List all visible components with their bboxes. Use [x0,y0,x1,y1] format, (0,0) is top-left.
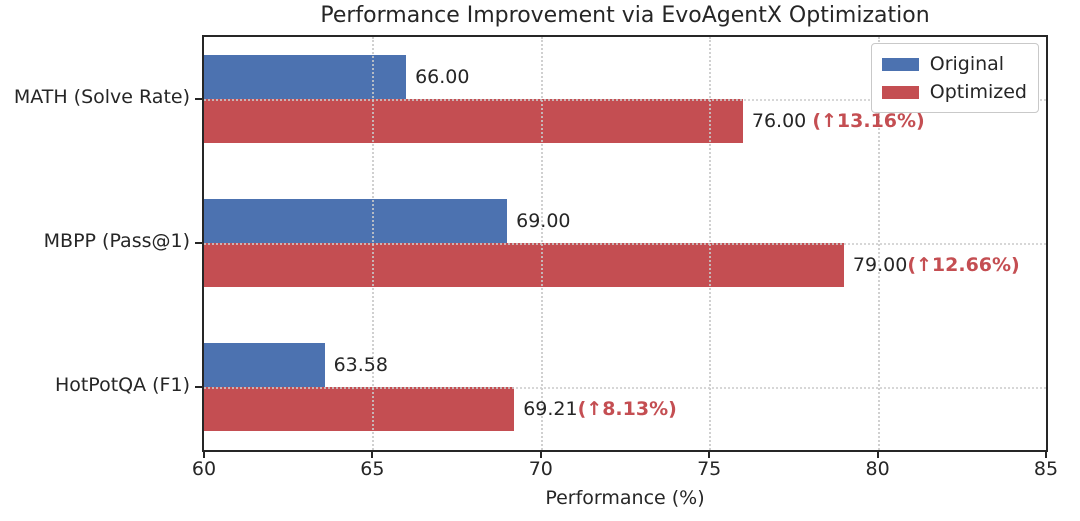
bar-value-label: 76.00 (↑13.16%) [752,99,925,143]
bar-value-label: 79.00(↑12.66%) [853,243,1020,287]
legend-item: Optimized [881,78,1027,106]
x-tick-mark [876,452,879,458]
bar-original [204,55,407,99]
legend-item: Original [881,50,1027,78]
improvement-delta-text: (↑13.16%) [812,110,925,132]
x-tick-mark [1045,452,1047,458]
x-tick-mark [203,452,205,458]
x-tick-mark [371,452,374,458]
bar-original [204,343,325,387]
optimized-value-text: 69.21 [523,398,578,420]
legend-swatch [881,85,919,99]
bar-value-label: 66.00 [415,66,470,88]
x-tick-label: 60 [191,458,217,480]
y-tick-label: MBPP (Pass@1) [43,230,190,252]
bar-optimized [204,387,515,431]
chart-title: Performance Improvement via EvoAgentX Op… [320,3,930,28]
improvement-delta-text: (↑8.13%) [577,398,677,420]
improvement-delta-text: (↑12.66%) [907,254,1020,276]
bar-value-label: 69.21(↑8.13%) [523,387,677,431]
legend-label: Optimized [929,81,1027,103]
grid-line-horizontal [204,99,1046,101]
bar-optimized [204,99,743,143]
x-tick-label: 70 [528,458,553,480]
y-tick-label: HotPotQA (F1) [54,374,190,396]
bar-optimized [204,243,844,287]
x-axis-label: Performance (%) [545,487,705,509]
grid-line-horizontal [204,243,1046,245]
legend-swatch [881,57,919,71]
bar-value-label: 69.00 [516,210,571,232]
grid-line-horizontal [204,387,1046,389]
x-tick-mark [708,452,711,458]
bar-value-label: 63.58 [333,354,388,376]
y-tick-mark [195,242,202,244]
optimized-value-text: 79.00 [852,254,908,276]
plot-area: Original Optimized 66.00 76.00 (↑13.16%) 69… [202,35,1048,452]
y-tick-mark [195,386,202,388]
bar-original [204,199,508,243]
x-tick-mark [539,452,542,458]
legend: Original Optimized [870,43,1039,113]
x-tick-label: 80 [865,458,890,480]
x-tick-label: 75 [697,458,722,480]
y-tick-label: MATH (Solve Rate) [13,86,190,108]
legend-label: Original [929,53,1005,75]
x-tick-label: 85 [1033,458,1059,480]
optimized-value-text: 76.00 [751,110,813,132]
y-tick-mark [195,98,202,100]
x-tick-label: 65 [360,458,385,480]
